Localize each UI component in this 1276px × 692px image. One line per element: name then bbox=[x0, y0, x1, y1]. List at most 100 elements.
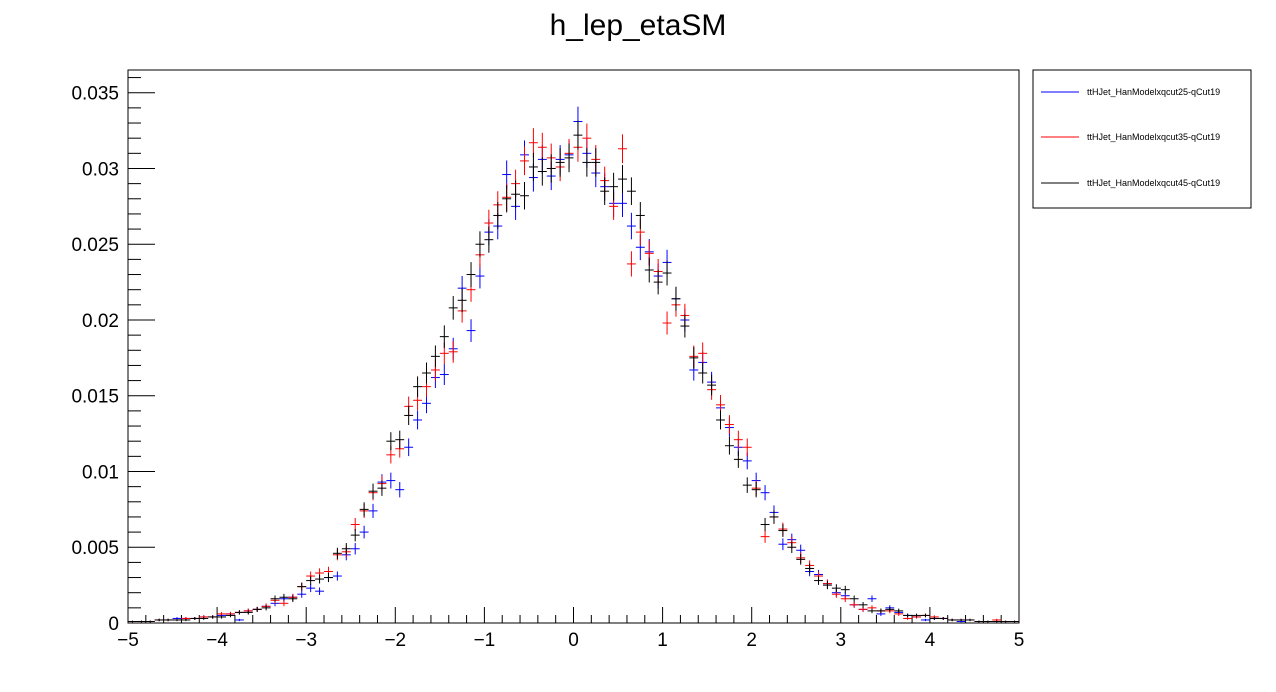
data-point bbox=[270, 595, 280, 603]
data-point bbox=[493, 202, 503, 229]
data-point bbox=[413, 410, 423, 430]
data-point bbox=[128, 620, 137, 623]
data-point bbox=[626, 212, 636, 240]
data-point bbox=[502, 185, 512, 213]
data-point bbox=[172, 618, 182, 622]
data-point bbox=[226, 613, 235, 618]
data-point bbox=[733, 450, 743, 468]
data-point bbox=[840, 585, 850, 594]
data-point bbox=[733, 430, 743, 449]
data-point bbox=[359, 502, 369, 517]
data-point bbox=[475, 231, 485, 258]
data-point bbox=[609, 172, 619, 201]
data-point bbox=[511, 180, 521, 209]
data-point bbox=[662, 311, 672, 335]
data-point bbox=[885, 606, 895, 612]
data-point bbox=[724, 436, 734, 455]
data-point bbox=[332, 547, 342, 559]
data-point bbox=[822, 581, 832, 590]
data-point bbox=[359, 525, 369, 539]
data-point bbox=[760, 485, 770, 501]
data-point bbox=[635, 202, 645, 229]
data-point bbox=[520, 146, 529, 176]
data-point bbox=[297, 590, 307, 598]
data-point bbox=[324, 573, 333, 583]
data-point bbox=[190, 617, 200, 620]
data-point bbox=[947, 618, 957, 622]
data-point bbox=[208, 615, 218, 619]
data-point bbox=[867, 595, 877, 603]
data-point bbox=[484, 226, 494, 253]
data-point bbox=[413, 376, 423, 397]
data-point bbox=[724, 415, 734, 434]
data-point bbox=[350, 543, 360, 555]
data-point bbox=[787, 541, 797, 554]
data-point bbox=[457, 288, 467, 313]
data-point bbox=[528, 152, 538, 182]
data-point bbox=[395, 481, 405, 498]
data-point bbox=[662, 260, 672, 286]
data-point bbox=[992, 620, 1002, 623]
x-tick-label: 5 bbox=[1014, 630, 1025, 651]
data-point bbox=[938, 617, 948, 620]
data-point bbox=[903, 617, 913, 620]
data-point bbox=[742, 477, 752, 493]
y-tick-label: 0.005 bbox=[71, 538, 119, 559]
data-point bbox=[600, 177, 610, 206]
x-tick-label: −2 bbox=[384, 630, 406, 651]
data-point bbox=[965, 618, 975, 622]
x-tick-label: 3 bbox=[836, 630, 847, 651]
data-point bbox=[528, 128, 538, 158]
data-point bbox=[929, 617, 939, 620]
data-point bbox=[306, 576, 316, 585]
legend: ttHJet_HanModelxqcut25-qCut19 ttHJet_Han… bbox=[1032, 69, 1252, 209]
data-point bbox=[1001, 620, 1011, 623]
data-point bbox=[680, 314, 690, 338]
x-tick-label: 0 bbox=[568, 630, 579, 651]
data-point bbox=[546, 154, 556, 183]
data-point bbox=[867, 608, 877, 614]
data-point bbox=[707, 374, 717, 396]
data-point bbox=[876, 608, 886, 614]
data-point bbox=[252, 606, 262, 612]
data-point bbox=[368, 503, 378, 518]
data-point bbox=[653, 269, 663, 295]
y-tick-label: 0.035 bbox=[71, 84, 119, 105]
y-tick-label: 0.01 bbox=[82, 462, 119, 483]
x-tick-label: 4 bbox=[925, 630, 936, 651]
data-point bbox=[742, 438, 752, 457]
data-point bbox=[618, 189, 627, 217]
data-point bbox=[582, 148, 592, 177]
data-point bbox=[858, 606, 868, 612]
data-point bbox=[154, 618, 164, 622]
y-tick-label: 0.03 bbox=[82, 159, 119, 180]
data-point bbox=[466, 262, 476, 287]
data-point bbox=[234, 610, 244, 615]
data-point bbox=[181, 618, 191, 622]
x-axis: −5 −4 −3 −2 −1 0 1 2 3 4 5 bbox=[117, 607, 1024, 651]
data-point bbox=[386, 432, 396, 451]
x-tick-label: −3 bbox=[295, 630, 317, 651]
data-point bbox=[626, 251, 636, 277]
data-point bbox=[297, 582, 307, 591]
data-point bbox=[537, 157, 547, 186]
data-point bbox=[537, 132, 547, 162]
data-point bbox=[377, 480, 387, 496]
data-point bbox=[716, 410, 725, 430]
data-point bbox=[903, 613, 913, 618]
data-point bbox=[912, 613, 921, 618]
data-point bbox=[591, 148, 601, 177]
legend-box bbox=[1032, 69, 1252, 209]
data-point bbox=[956, 618, 966, 622]
data-point bbox=[564, 143, 574, 173]
legend-label-qcut25: ttHJet_HanModelxqcut25-qCut19 bbox=[1087, 87, 1220, 97]
data-point bbox=[520, 182, 529, 210]
data-point bbox=[778, 524, 788, 537]
data-point bbox=[422, 362, 431, 384]
y-tick-label: 0.025 bbox=[71, 235, 119, 256]
data-point bbox=[404, 438, 414, 457]
data-point bbox=[430, 345, 440, 368]
data-point bbox=[288, 595, 298, 603]
data-point bbox=[332, 571, 342, 581]
data-point bbox=[760, 530, 770, 543]
